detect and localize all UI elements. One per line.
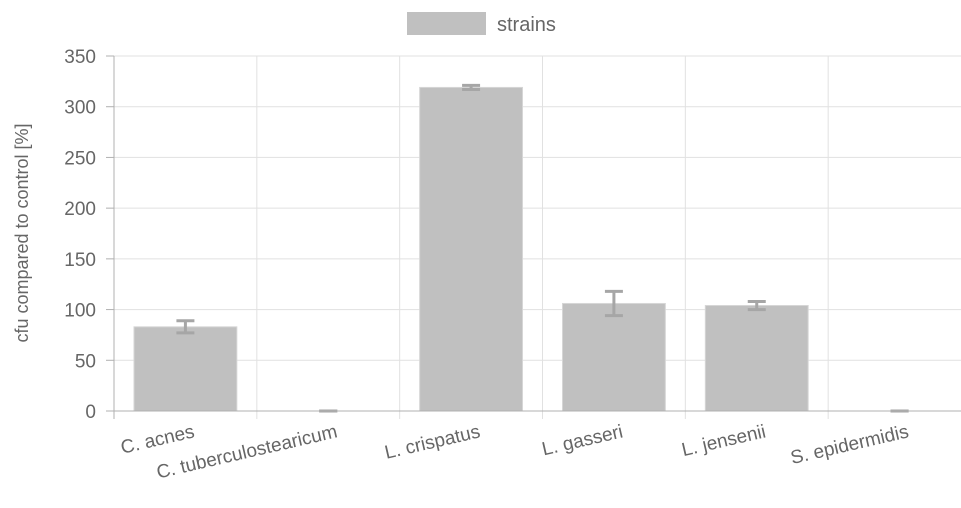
x-tick-label: S. epidermidis bbox=[789, 421, 911, 469]
y-tick-label: 350 bbox=[64, 47, 96, 68]
error-bar bbox=[176, 319, 195, 335]
y-tick-label: 50 bbox=[75, 351, 96, 372]
x-tick-label: L. jensenii bbox=[680, 421, 768, 461]
y-tick-label: 0 bbox=[85, 402, 96, 423]
y-tick-label: 300 bbox=[64, 98, 96, 119]
y-tick-label: 250 bbox=[64, 148, 96, 169]
y-tick-label: 100 bbox=[64, 301, 96, 322]
legend[interactable]: strains bbox=[407, 12, 556, 36]
bar bbox=[561, 302, 666, 412]
bar bbox=[133, 326, 238, 412]
y-tick-labels: 0 50 100 150 200 250 300 350 bbox=[64, 47, 96, 423]
x-tick-label: L. gasseri bbox=[540, 421, 625, 460]
legend-swatch bbox=[407, 12, 486, 35]
bar bbox=[704, 305, 809, 412]
legend-label: strains bbox=[497, 14, 556, 36]
error-bar bbox=[747, 299, 766, 312]
y-tick-label: 150 bbox=[64, 250, 96, 271]
bars bbox=[133, 86, 809, 412]
error-bar bbox=[604, 289, 623, 318]
error-bar bbox=[462, 83, 481, 91]
x-tick-label: C. acnes bbox=[119, 421, 197, 458]
y-tick-label: 200 bbox=[64, 199, 96, 220]
y-axis-title: cfu compared to control [%] bbox=[12, 123, 32, 342]
axes bbox=[106, 55, 961, 419]
x-tick-label: L. crispatus bbox=[383, 421, 482, 463]
grid-lines bbox=[114, 55, 961, 419]
bar bbox=[419, 86, 524, 412]
